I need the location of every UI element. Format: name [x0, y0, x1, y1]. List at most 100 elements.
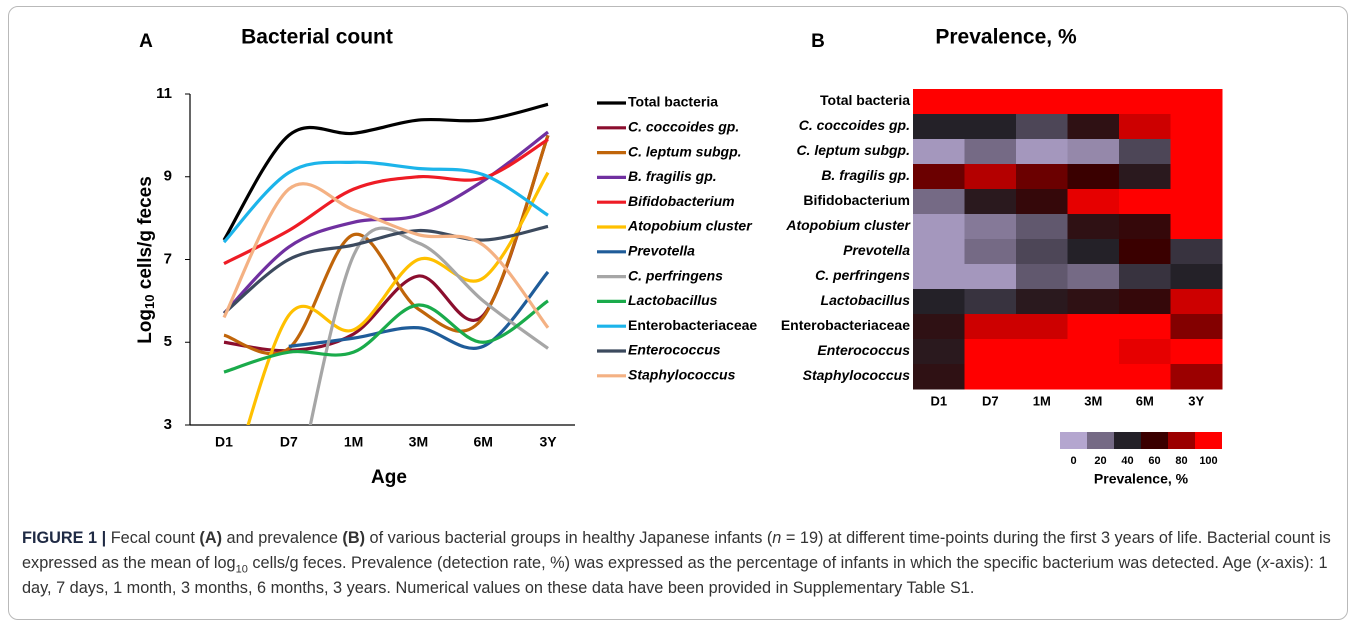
heat-cell — [964, 264, 1017, 290]
legend-label: Prevotella — [628, 243, 695, 259]
heat-cell — [1016, 314, 1068, 340]
y-tick-label: 7 — [164, 250, 172, 267]
row-label: Staphylococcus — [803, 367, 911, 383]
row-label: Prevotella — [843, 242, 910, 258]
heat-cell — [1016, 214, 1068, 240]
y-axis-label: Log10 cells/g feces — [135, 176, 157, 344]
colorbar-tick-label: 0 — [1070, 455, 1076, 467]
heat-cell — [964, 314, 1017, 340]
row-label: C. coccoides gp. — [799, 117, 910, 133]
row-label: Lactobacillus — [821, 292, 911, 308]
heat-cell — [1067, 364, 1120, 390]
figure-frame — [8, 6, 1348, 620]
colorbar-tick-label: 40 — [1121, 455, 1133, 467]
caption-segment: and prevalence — [222, 529, 343, 547]
caption: FIGURE 1 | Fecal count (A) and prevalenc… — [22, 526, 1340, 601]
y-label-base: Log — [135, 309, 156, 344]
caption-segment: n — [772, 529, 782, 547]
colorbar-swatch — [1141, 432, 1168, 449]
heat-cell — [964, 189, 1017, 215]
caption-segment: (B) — [342, 529, 366, 547]
column-label: 3Y — [1188, 393, 1204, 408]
heat-cell — [1119, 239, 1171, 265]
x-tick-label: 1M — [344, 434, 363, 450]
legend-label: Total bacteria — [628, 94, 718, 110]
y-tick-label: 9 — [164, 168, 172, 185]
chart-title: Bacterial count — [241, 26, 393, 49]
legend-label: Enterobacteriaceae — [628, 317, 757, 333]
heat-cell — [1170, 314, 1223, 340]
colorbar-tick-label: 100 — [1199, 455, 1217, 467]
heat-cell — [1170, 189, 1223, 215]
heat-cell — [913, 289, 965, 315]
y-tick-label: 11 — [156, 85, 172, 102]
heat-cell — [913, 314, 965, 340]
heat-cell — [1067, 339, 1120, 365]
heat-cell — [1067, 89, 1120, 115]
heat-cell — [1119, 264, 1171, 290]
series-line — [288, 270, 550, 350]
heat-cell — [1170, 139, 1223, 165]
column-label: 3M — [1084, 393, 1102, 408]
caption-segment: x — [1261, 554, 1270, 572]
heat-cell — [964, 214, 1017, 240]
heat-cell — [1119, 339, 1171, 365]
y-tick-label: 5 — [164, 333, 172, 350]
heat-cell — [1170, 164, 1223, 190]
heat-cell — [913, 264, 965, 290]
heat-cell — [1170, 114, 1223, 140]
legend-label: Enterococcus — [628, 342, 721, 358]
heat-cell — [913, 164, 965, 190]
legend-label: Staphylococcus — [628, 367, 736, 383]
heat-cell — [1016, 164, 1068, 190]
heat-cell — [1119, 89, 1171, 115]
row-label: Enterobacteriaceae — [781, 317, 910, 333]
colorbar-tick-label: 60 — [1148, 455, 1160, 467]
series-line — [223, 134, 550, 356]
heat-cell — [1119, 289, 1171, 315]
caption-segment: -axis): 1 day, 7 days, 1 month, 3 months… — [22, 554, 1328, 597]
heat-cell — [913, 189, 965, 215]
row-label: C. perfringens — [815, 267, 910, 283]
row-label: Atopobium cluster — [785, 217, 911, 233]
heat-cell — [1067, 164, 1120, 190]
heat-cell — [1119, 164, 1171, 190]
colorbar-swatch — [1087, 432, 1114, 449]
heat-cell — [964, 339, 1017, 365]
heat-cell — [1016, 364, 1068, 390]
y-label-rest: cells/g feces — [135, 176, 156, 294]
x-tick-label: 3Y — [539, 434, 557, 450]
caption-segment: = 19) at different time-points during th… — [22, 529, 1331, 572]
heat-cell — [1170, 289, 1223, 315]
column-label: 6M — [1136, 393, 1154, 408]
heat-cell — [1016, 114, 1068, 140]
legend-label: C. leptum subgp. — [628, 143, 742, 159]
heat-cell — [913, 364, 965, 390]
series-line — [223, 299, 549, 374]
heat-cell — [1067, 139, 1120, 165]
x-tick-label: 6M — [473, 434, 492, 450]
column-label: D7 — [982, 393, 999, 408]
x-axis-label: Age — [371, 467, 407, 488]
heat-cell — [1170, 89, 1223, 115]
row-label: B. fragilis gp. — [821, 167, 910, 183]
heat-cell — [913, 214, 965, 240]
heat-cell — [1170, 214, 1223, 240]
x-tick-label: 3M — [409, 434, 428, 450]
x-tick-label: D1 — [215, 434, 233, 450]
colorbar-swatch — [1168, 432, 1195, 449]
heat-cell — [1067, 289, 1120, 315]
series-line — [222, 182, 550, 329]
heat-cell — [913, 114, 965, 140]
heat-cell — [1067, 114, 1120, 140]
colorbar-swatch — [1114, 432, 1141, 449]
caption-segment: Fecal count — [110, 529, 200, 547]
plot-lines — [222, 102, 550, 425]
legend-label: B. fragilis gp. — [628, 168, 717, 184]
y-tick-label: 3 — [164, 416, 172, 433]
colorbar-swatch — [1195, 432, 1222, 449]
series-line — [222, 160, 549, 244]
heat-cell — [913, 139, 965, 165]
charts: A Bacterial count Age Log10 cells/g fece… — [135, 26, 1223, 488]
heat-cell — [964, 239, 1017, 265]
